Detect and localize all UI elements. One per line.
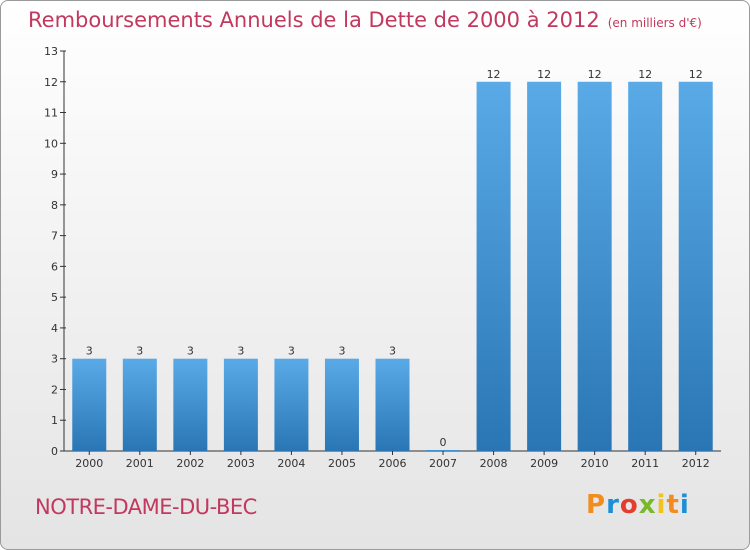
y-tick-label: 2 <box>51 383 58 396</box>
y-tick-label: 8 <box>51 199 58 212</box>
x-tick-label: 2002 <box>176 457 204 470</box>
data-label: 12 <box>689 68 703 81</box>
x-tick-label: 2010 <box>581 457 609 470</box>
bars <box>72 81 713 452</box>
x-tick-label: 2012 <box>682 457 710 470</box>
y-tick-label: 11 <box>44 107 58 120</box>
y-tick-label: 0 <box>51 445 58 458</box>
bar <box>223 358 258 451</box>
logo-letter: o <box>619 490 639 520</box>
bar <box>173 358 208 451</box>
bar <box>678 81 713 452</box>
y-tick-label: 3 <box>51 353 58 366</box>
y-tick-label: 12 <box>44 76 58 89</box>
title-text: Remboursements Annuels de la Dette de 20… <box>28 8 600 32</box>
data-label: 3 <box>86 345 93 358</box>
x-tick-label: 2007 <box>429 457 457 470</box>
x-tick-label: 2005 <box>328 457 356 470</box>
commune-name: NOTRE-DAME-DU-BEC <box>35 495 257 519</box>
bar <box>324 358 359 451</box>
y-tick-label: 13 <box>44 45 58 58</box>
x-tick-label: 2003 <box>227 457 255 470</box>
data-label: 12 <box>537 68 551 81</box>
bar <box>628 81 663 452</box>
data-label: 3 <box>338 345 345 358</box>
y-tick-label: 9 <box>51 168 58 181</box>
proxiti-logo[interactable]: Proxiti <box>586 490 690 520</box>
logo-letter: i <box>679 490 690 520</box>
data-label: 0 <box>440 436 447 449</box>
bar <box>274 358 309 451</box>
data-labels: 3 3 3 3 3 3 3 0 12 12 12 12 12 <box>86 68 703 449</box>
y-tick-label: 1 <box>51 414 58 427</box>
x-tick-label: 2009 <box>530 457 558 470</box>
x-tick-label: 2006 <box>379 457 407 470</box>
data-label: 12 <box>487 68 501 81</box>
x-tick-label: 2004 <box>277 457 305 470</box>
bar <box>375 358 410 451</box>
bar <box>426 450 461 451</box>
bar <box>72 358 107 451</box>
data-label: 3 <box>136 345 143 358</box>
unit-label: (en milliers d'€) <box>607 16 702 30</box>
y-tick-label: 10 <box>44 137 58 150</box>
bar <box>122 358 157 451</box>
logo-letter: i <box>656 490 667 520</box>
bar <box>476 81 511 452</box>
logo-letter: x <box>638 490 657 520</box>
y-tick-label: 6 <box>51 260 58 273</box>
y-tick-label: 4 <box>51 322 58 335</box>
bar <box>527 81 562 452</box>
logo-letter: r <box>606 490 620 520</box>
data-label: 3 <box>237 345 244 358</box>
y-tick-label: 5 <box>51 291 58 304</box>
x-tick-label: 2008 <box>480 457 508 470</box>
logo-letter: t <box>666 490 680 520</box>
data-label: 3 <box>288 345 295 358</box>
data-label: 12 <box>638 68 652 81</box>
data-label: 3 <box>187 345 194 358</box>
x-tick-label: 2011 <box>631 457 659 470</box>
data-label: 3 <box>389 345 396 358</box>
chart-title: Remboursements Annuels de la Dette de 20… <box>28 8 702 32</box>
logo-letter: P <box>586 490 607 520</box>
x-tick-label: 2000 <box>75 457 103 470</box>
y-tick-label: 7 <box>51 230 58 243</box>
data-label: 12 <box>588 68 602 81</box>
bar <box>577 81 612 452</box>
x-tick-label: 2001 <box>126 457 154 470</box>
